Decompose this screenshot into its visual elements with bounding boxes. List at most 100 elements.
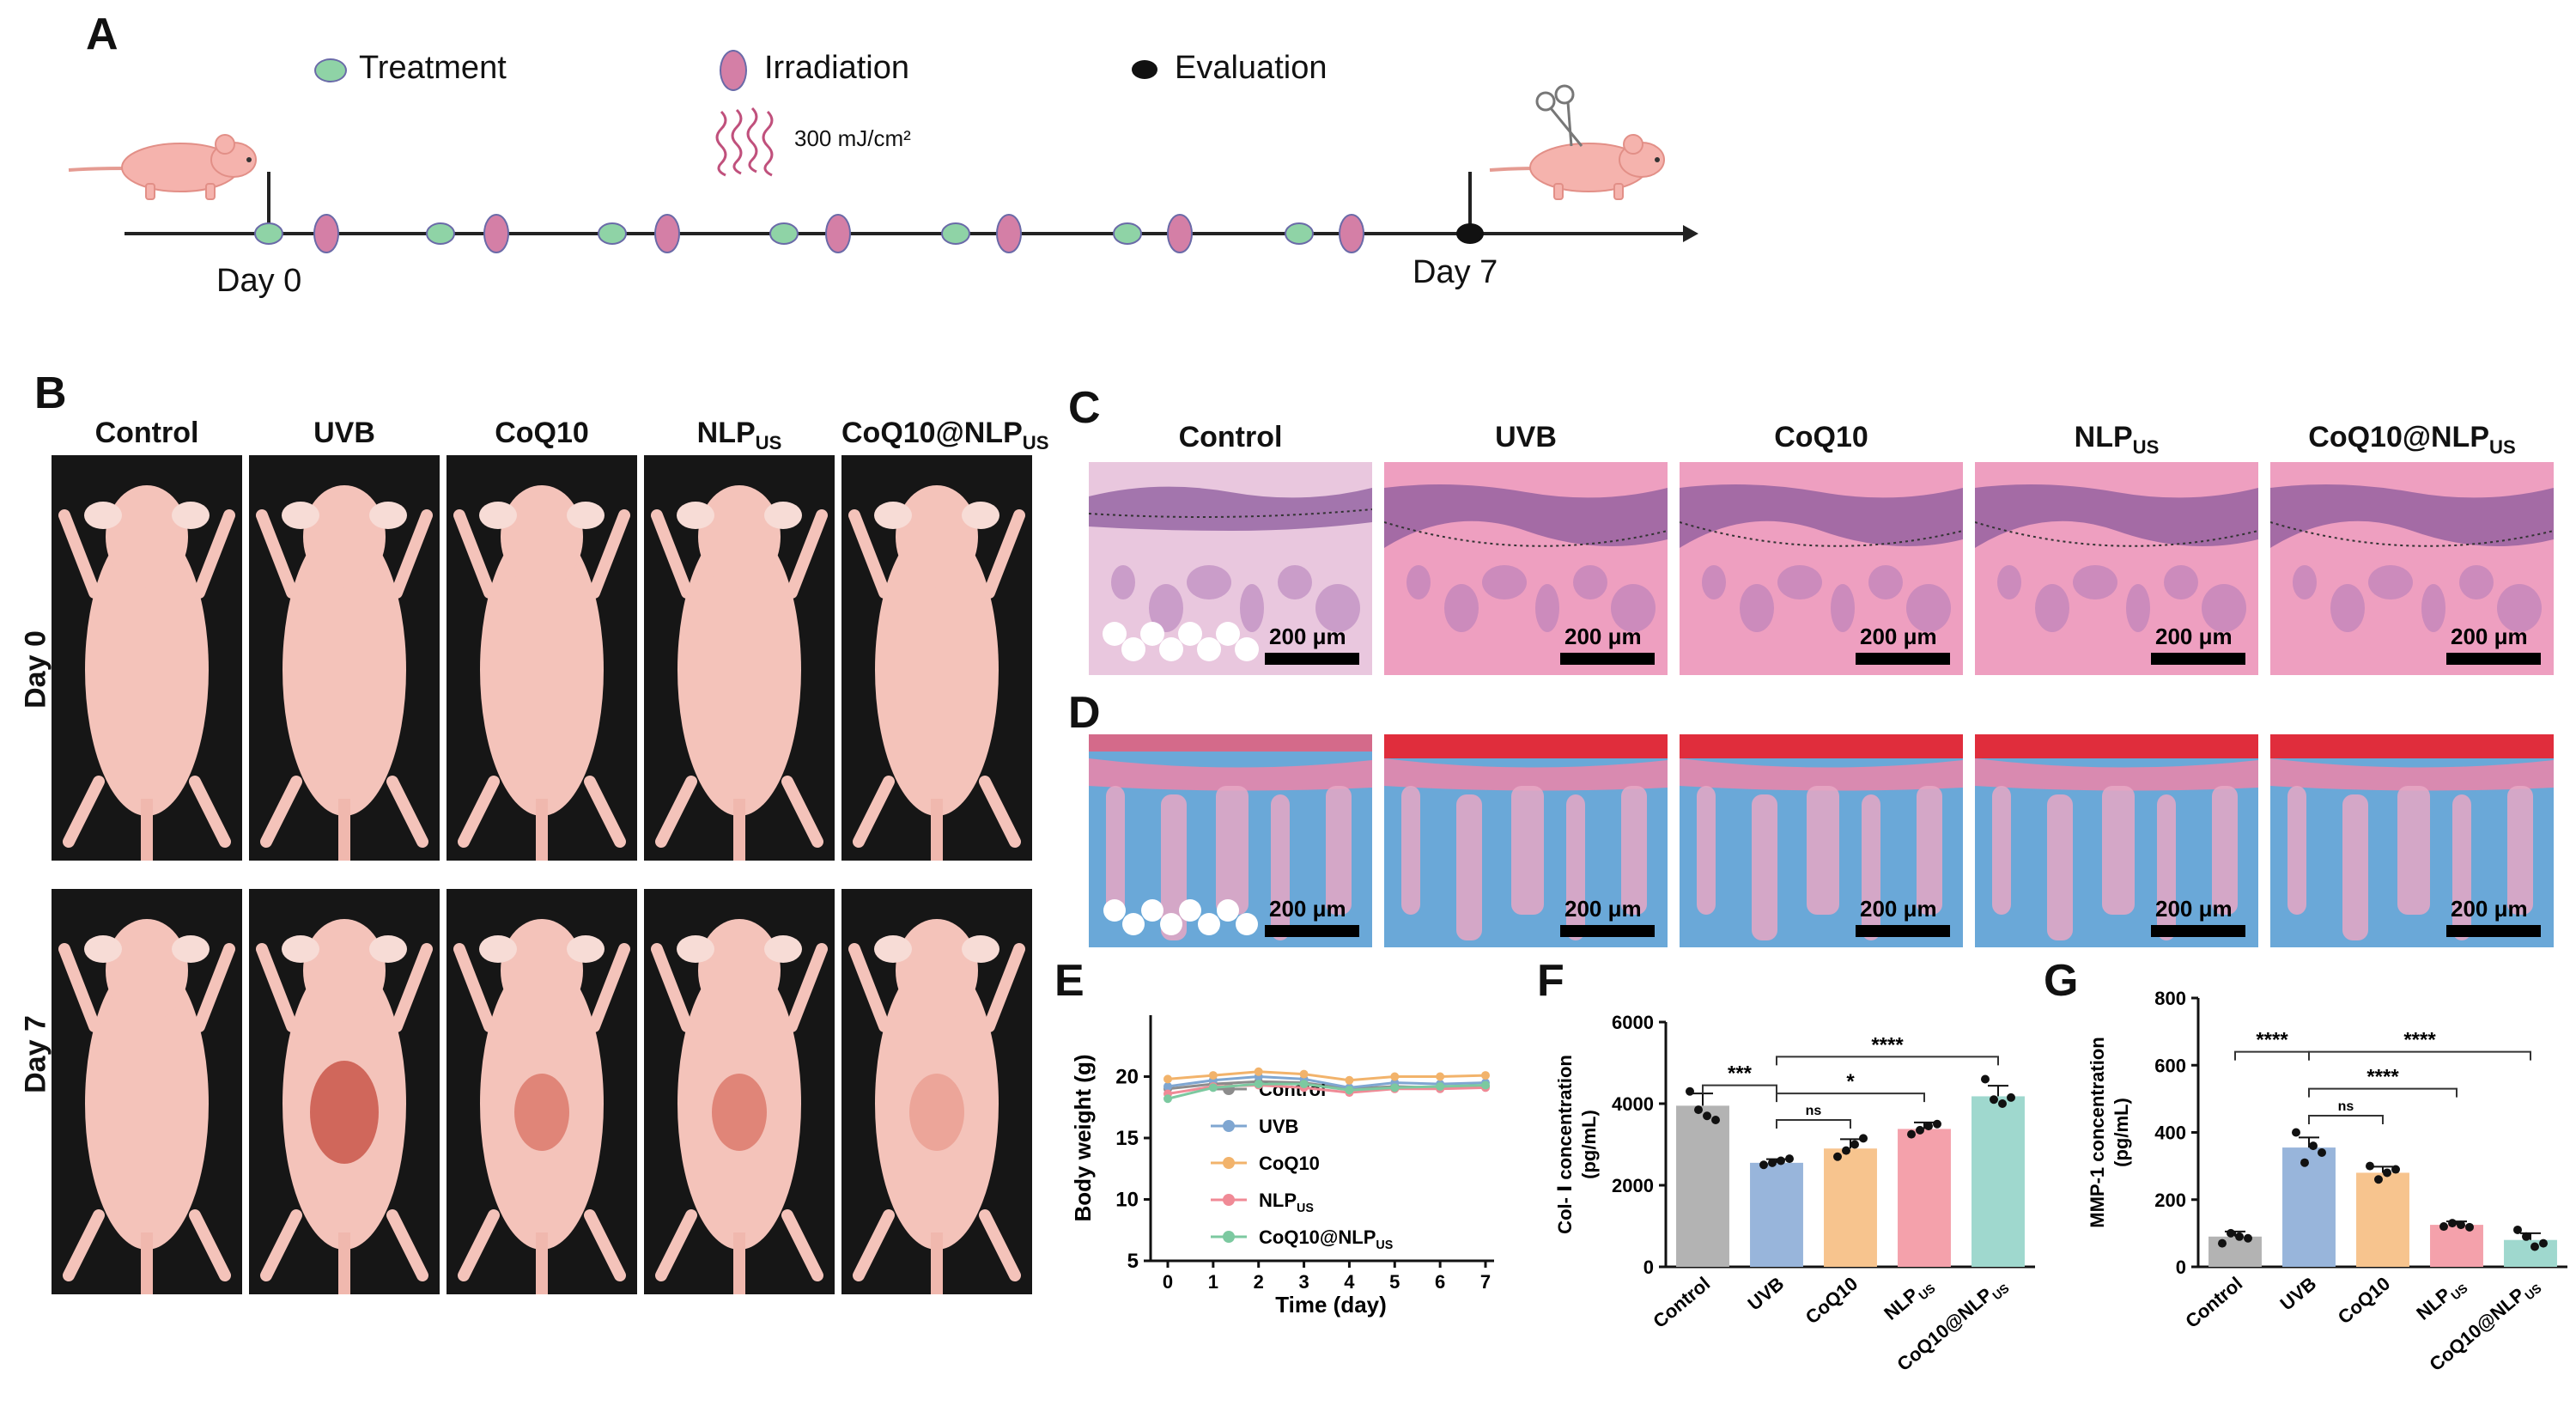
F-y-axis-unit: (pg/mL) [1578,1110,1600,1179]
F-data-point [1785,1154,1794,1164]
scale-bar [2151,925,2245,937]
scale-bar-label: 200 μm [1564,896,1642,922]
he-stain-image-4: 200 μm [2270,462,2554,675]
masson-stain-image-3: 200 μm [1975,734,2258,947]
G-category-label-2: CoQ10 [2334,1273,2394,1329]
scale-bar-label: 200 μm [2155,624,2233,649]
F-significance-label-0: *** [1728,1062,1753,1086]
scale-bar [1265,653,1359,665]
F-data-point [1933,1119,1941,1129]
scale-bar [1856,653,1950,665]
e-x-tick-label: 6 [1435,1271,1445,1293]
F-data-point [2007,1092,2015,1102]
he-stain-image-2: 200 μm [1680,462,1963,675]
c-col-header-4-sub: US [2489,435,2516,458]
F-bar-4 [1971,1096,2025,1267]
body-weight-chart: 5 10 15 20 0 1 2 3 4 5 6 7 Time (day) Body weight (g)… [1070,1015,1494,1318]
e-y-tick-label: 5 [1127,1250,1139,1273]
e-legend-label-4: CoQ10@NLPUS [1259,1226,1393,1252]
G-significance-label-0: **** [2256,1029,2288,1052]
scale-bar [1265,925,1359,937]
F-significance-bracket-2 [1776,1092,1925,1103]
scale-bar-label: 200 μm [1564,624,1642,649]
F-significance-label-3: ns [1806,1104,1822,1118]
e-x-tick-label: 4 [1344,1271,1355,1293]
G-data-point [2530,1242,2539,1251]
G-category-label-1: UVB [2276,1273,2321,1315]
masson-stain-image-2: 200 μm [1680,734,1963,947]
e-legend-marker-2 [1223,1157,1235,1169]
panel-label-f: F [1537,956,1564,1006]
b-col-header-3-main: NLP [696,417,756,449]
G-significance-bracket-2 [2308,1087,2458,1098]
G-y-axis-label: MMP-1 concentration [2087,1037,2108,1227]
col1-bar-chart: 0 2000 4000 6000 Col- Ⅰ concentration (pg/mL)… [1554,1012,2035,1375]
F-significance-bracket-0 [1702,1084,1777,1094]
e-x-axis-label: Time (day) [1275,1292,1387,1318]
G-bar-0 [2208,1236,2262,1267]
F-data-point [1981,1074,1990,1084]
e-data-point [1254,1080,1263,1089]
masson-stain-image-4: 200 μm [2270,734,2554,947]
panel-label-e: E [1054,956,1084,1006]
F-y-tick-label: 2000 [1612,1175,1654,1196]
G-data-point [2300,1158,2309,1167]
b-col-header-1: UVB [249,417,440,450]
G-data-point [2292,1128,2300,1137]
scale-bar-label: 200 μm [1269,624,1346,649]
scale-bar-label: 200 μm [1269,896,1346,922]
F-data-point [1916,1125,1924,1135]
timeline-graphic [68,84,1698,253]
G-data-point [2218,1238,2227,1248]
e-data-point [1390,1072,1400,1081]
G-data-point [2465,1222,2474,1232]
e-y-axis-label: Body weight (g) [1070,1055,1096,1222]
he-stain-image-0: 200 μm [1089,462,1372,675]
G-bar-3 [2430,1225,2483,1267]
c-col-header-4: CoQ10@NLPUS [2270,421,2554,459]
e-legend-marker-4 [1223,1231,1235,1243]
e-data-point [1345,1086,1354,1095]
day-end-label: Day 7 [1413,254,1498,290]
G-significance-bracket-1 [2308,1050,2531,1061]
mouse-photo-day0-0 [52,455,242,861]
c-col-header-3: NLPUS [1975,421,2258,459]
evaluation-marker-icon [1132,60,1157,79]
mmp1-bar-chart: 0 200 400 600 800 MMP-1 concentration (pg/mL) C… [2087,988,2567,1375]
b-col-header-0: Control [52,417,242,450]
mouse-photo-day7-3 [644,889,835,1294]
scissors-icon [1535,84,1583,147]
mouse-photo-day0-4 [841,455,1032,861]
b-col-header-4: CoQ10@NLPUS [841,417,1048,454]
G-significance-label-2: **** [2366,1066,2399,1089]
e-data-point [1208,1071,1218,1080]
G-y-tick-label: 200 [2154,1190,2186,1211]
scale-bar [1560,653,1655,665]
mouse-photo-day7-2 [447,889,637,1294]
panel-label-c: C [1068,383,1101,433]
e-data-point [1299,1069,1309,1079]
mouse-photo-day7-1 [249,889,440,1294]
he-stain-image-1: 200 μm [1384,462,1668,675]
scale-bar-label: 200 μm [2451,624,2528,649]
F-category-label-1: UVB [1744,1273,1789,1315]
he-stain-image-3: 200 μm [1975,462,2258,675]
scale-bar [2446,925,2541,937]
G-data-point [2391,1165,2400,1174]
legend-treatment-label: Treatment [359,50,507,86]
mouse-photo-day0-1 [249,455,440,861]
F-data-point [1842,1146,1850,1155]
G-data-point [2244,1233,2252,1243]
G-data-point [2235,1232,2244,1241]
c-col-header-0-main: Control [1178,421,1283,453]
G-y-tick-label: 0 [2176,1257,2186,1278]
G-y-tick-label: 400 [2154,1123,2186,1144]
G-data-point [2539,1238,2548,1248]
e-legend-label-3: NLPUS [1259,1190,1314,1215]
uv-wave-icon [715,107,774,177]
F-y-axis-label: Col- Ⅰ concentration [1554,1055,1576,1234]
b-col-header-1-main: UVB [313,417,375,449]
masson-stain-image-1: 200 μm [1384,734,1668,947]
e-legend-label-2: CoQ10 [1259,1153,1320,1174]
G-bar-2 [2356,1172,2409,1267]
